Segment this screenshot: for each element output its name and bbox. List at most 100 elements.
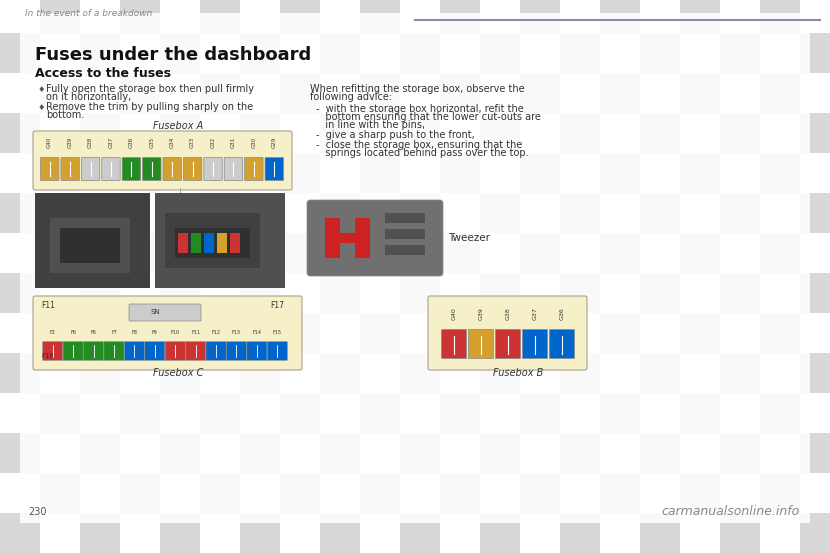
Bar — [200, 153, 240, 193]
FancyBboxPatch shape — [265, 158, 284, 180]
Bar — [760, 313, 800, 353]
Bar — [520, 313, 560, 353]
FancyBboxPatch shape — [468, 330, 494, 358]
Bar — [120, 473, 160, 513]
Bar — [40, 313, 80, 353]
Bar — [360, 313, 400, 353]
FancyBboxPatch shape — [428, 296, 587, 370]
Bar — [560, 513, 600, 553]
FancyBboxPatch shape — [104, 342, 124, 361]
Bar — [320, 113, 360, 153]
Bar — [355, 218, 370, 258]
Bar — [240, 33, 280, 73]
FancyBboxPatch shape — [267, 342, 287, 361]
FancyBboxPatch shape — [206, 342, 226, 361]
Bar — [200, 233, 240, 273]
Text: F2: F2 — [50, 330, 56, 335]
FancyBboxPatch shape — [122, 158, 140, 180]
Bar — [760, 473, 800, 513]
FancyBboxPatch shape — [84, 342, 104, 361]
Bar — [800, 353, 830, 393]
Bar — [280, 0, 320, 33]
FancyBboxPatch shape — [224, 158, 242, 180]
Bar — [230, 233, 240, 253]
Bar — [175, 228, 250, 258]
FancyBboxPatch shape — [63, 342, 83, 361]
Bar — [280, 73, 320, 113]
Text: -  give a sharp push to the front,: - give a sharp push to the front, — [316, 130, 475, 140]
Bar — [200, 393, 240, 433]
Text: Fusebox B: Fusebox B — [492, 368, 543, 378]
Bar — [640, 353, 680, 393]
FancyBboxPatch shape — [549, 330, 574, 358]
Bar — [120, 153, 160, 193]
Bar — [400, 433, 440, 473]
Text: F12: F12 — [212, 330, 221, 335]
Text: F9: F9 — [152, 330, 158, 335]
Bar — [160, 513, 200, 553]
Bar — [640, 193, 680, 233]
Bar — [560, 273, 600, 313]
Bar — [360, 233, 400, 273]
Bar — [360, 0, 400, 33]
Bar — [120, 233, 160, 273]
FancyBboxPatch shape — [144, 342, 165, 361]
Bar — [600, 473, 640, 513]
Text: When refitting the storage box, observe the: When refitting the storage box, observe … — [310, 84, 525, 94]
Bar — [800, 273, 830, 313]
Text: Remove the trim by pulling sharply on the: Remove the trim by pulling sharply on th… — [46, 102, 253, 112]
FancyBboxPatch shape — [186, 342, 206, 361]
Text: ♦: ♦ — [38, 103, 46, 112]
Text: F6: F6 — [71, 330, 76, 335]
Text: on it horizontally,: on it horizontally, — [46, 92, 131, 102]
Text: F15: F15 — [273, 330, 282, 335]
Bar — [80, 353, 120, 393]
Bar — [385, 229, 425, 239]
Text: Fusebox A: Fusebox A — [153, 121, 203, 131]
Bar — [440, 313, 480, 353]
Text: G39: G39 — [67, 137, 73, 148]
Bar — [160, 273, 200, 313]
Text: SN: SN — [150, 309, 159, 315]
Bar — [240, 193, 280, 233]
Bar — [720, 193, 760, 233]
Bar — [50, 218, 130, 273]
Bar — [240, 113, 280, 153]
Bar — [120, 313, 160, 353]
Bar — [440, 153, 480, 193]
Bar — [680, 473, 720, 513]
Bar — [40, 73, 80, 113]
Bar — [360, 473, 400, 513]
Bar — [320, 513, 360, 553]
Bar — [560, 353, 600, 393]
Bar — [320, 433, 360, 473]
Text: -  with the storage box horizontal, refit the: - with the storage box horizontal, refit… — [316, 104, 524, 114]
Bar — [320, 193, 360, 233]
Bar — [217, 233, 227, 253]
FancyBboxPatch shape — [247, 342, 267, 361]
Text: G29: G29 — [271, 137, 276, 148]
Bar — [680, 233, 720, 273]
Bar — [280, 313, 320, 353]
FancyBboxPatch shape — [102, 158, 120, 180]
Bar — [480, 193, 520, 233]
Bar — [760, 153, 800, 193]
Bar — [480, 33, 520, 73]
Bar — [40, 0, 80, 33]
Bar — [520, 473, 560, 513]
Bar — [160, 113, 200, 153]
Bar — [680, 73, 720, 113]
Bar — [80, 113, 120, 153]
Bar — [400, 353, 440, 393]
Bar — [400, 273, 440, 313]
Text: In the event of a breakdown: In the event of a breakdown — [25, 9, 153, 18]
Bar — [600, 153, 640, 193]
FancyBboxPatch shape — [523, 330, 548, 358]
Bar — [240, 273, 280, 313]
Text: Tweezer: Tweezer — [448, 233, 490, 243]
Text: F8: F8 — [131, 330, 137, 335]
Bar — [800, 513, 830, 553]
FancyBboxPatch shape — [183, 158, 202, 180]
Text: carmanualsonline.info: carmanualsonline.info — [662, 505, 800, 518]
Bar — [520, 233, 560, 273]
